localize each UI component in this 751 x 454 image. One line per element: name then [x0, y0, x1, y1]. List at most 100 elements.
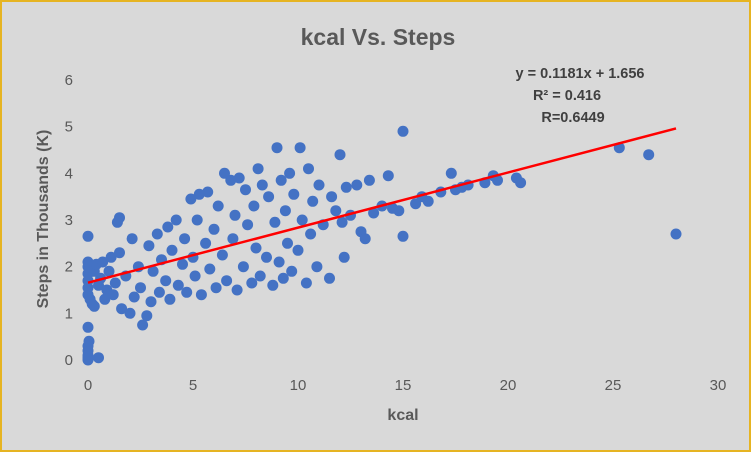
data-point	[279, 205, 291, 217]
data-point	[208, 223, 220, 235]
data-point	[307, 195, 319, 207]
data-point	[83, 335, 95, 347]
data-point	[82, 256, 94, 268]
data-point	[254, 270, 266, 282]
x-tick-label: 30	[710, 377, 727, 394]
data-point	[160, 275, 172, 287]
data-point	[107, 289, 119, 301]
data-point	[334, 149, 346, 161]
data-point	[288, 188, 300, 200]
data-point	[233, 172, 245, 184]
r-squared-label: R² = 0.416	[533, 88, 601, 104]
data-point	[313, 179, 325, 191]
data-point	[410, 198, 422, 210]
data-point	[177, 258, 188, 270]
data-point	[271, 142, 283, 154]
data-point	[269, 216, 281, 228]
data-point	[292, 244, 304, 256]
data-point	[88, 300, 100, 312]
data-point	[229, 209, 241, 221]
data-point	[170, 214, 182, 226]
data-point	[368, 207, 380, 219]
x-axis-label: kcal	[387, 407, 418, 424]
y-tick-label: 4	[65, 165, 73, 182]
trendline-equation: y = 0.1181x + 1.656	[515, 66, 644, 82]
y-ticks: 0 1 2 3 4 5 6	[65, 72, 73, 369]
data-point	[212, 200, 224, 212]
data-point	[116, 303, 128, 315]
data-point	[82, 321, 94, 333]
x-tick-label: 25	[605, 377, 622, 394]
data-point	[246, 277, 258, 289]
data-point	[166, 244, 178, 256]
points-layer	[82, 125, 682, 366]
data-point	[143, 240, 155, 252]
data-point	[200, 237, 212, 249]
x-tick-label: 10	[290, 377, 307, 394]
x-ticks: 0 5 10 15 20 25 30	[84, 377, 727, 394]
x-tick-label: 5	[189, 377, 197, 394]
data-point	[340, 181, 352, 193]
data-point	[351, 179, 363, 191]
data-point	[145, 296, 157, 308]
data-point	[363, 174, 375, 186]
data-point	[324, 272, 335, 284]
data-point	[97, 256, 109, 268]
data-point	[273, 256, 285, 268]
data-point	[252, 163, 264, 175]
data-point	[250, 242, 262, 254]
data-point	[445, 167, 457, 179]
data-point	[99, 293, 111, 305]
data-point	[151, 228, 163, 240]
y-tick-label: 2	[65, 259, 73, 276]
data-point	[202, 186, 214, 198]
data-point	[195, 289, 207, 301]
data-point	[221, 275, 233, 287]
data-point	[204, 263, 216, 275]
data-point	[128, 291, 140, 303]
data-point	[296, 214, 308, 226]
data-point	[397, 230, 409, 242]
data-point	[193, 188, 205, 200]
data-point	[153, 286, 165, 298]
data-point	[643, 149, 655, 161]
data-point	[397, 125, 409, 137]
data-point	[135, 282, 146, 294]
data-point	[282, 237, 293, 249]
y-tick-label: 3	[65, 212, 73, 229]
data-point	[93, 352, 104, 364]
x-tick-label: 20	[500, 377, 517, 394]
data-point	[216, 249, 228, 261]
data-point	[137, 319, 149, 331]
data-point	[311, 261, 323, 273]
y-tick-label: 1	[65, 305, 73, 322]
data-point	[261, 251, 272, 263]
data-point	[256, 179, 268, 191]
data-point	[492, 174, 503, 186]
data-point	[305, 228, 317, 240]
data-point	[114, 247, 125, 259]
data-point	[670, 228, 682, 240]
data-point	[294, 142, 306, 154]
data-point	[210, 282, 222, 294]
data-point	[359, 233, 371, 245]
data-point	[82, 230, 94, 242]
data-point	[382, 170, 394, 182]
data-point	[231, 284, 243, 296]
data-point	[126, 233, 138, 245]
data-point	[326, 191, 338, 203]
data-point	[189, 270, 201, 282]
y-tick-label: 0	[65, 352, 73, 369]
data-point	[248, 200, 260, 212]
x-tick-label: 0	[84, 377, 92, 394]
r-value-label: R=0.6449	[541, 110, 604, 126]
data-point	[105, 251, 117, 263]
data-point	[267, 279, 279, 291]
data-point	[219, 167, 230, 179]
data-point	[330, 205, 342, 217]
data-point	[164, 293, 176, 305]
data-point	[286, 265, 298, 277]
data-point	[242, 219, 254, 231]
y-tick-label: 5	[65, 119, 73, 136]
